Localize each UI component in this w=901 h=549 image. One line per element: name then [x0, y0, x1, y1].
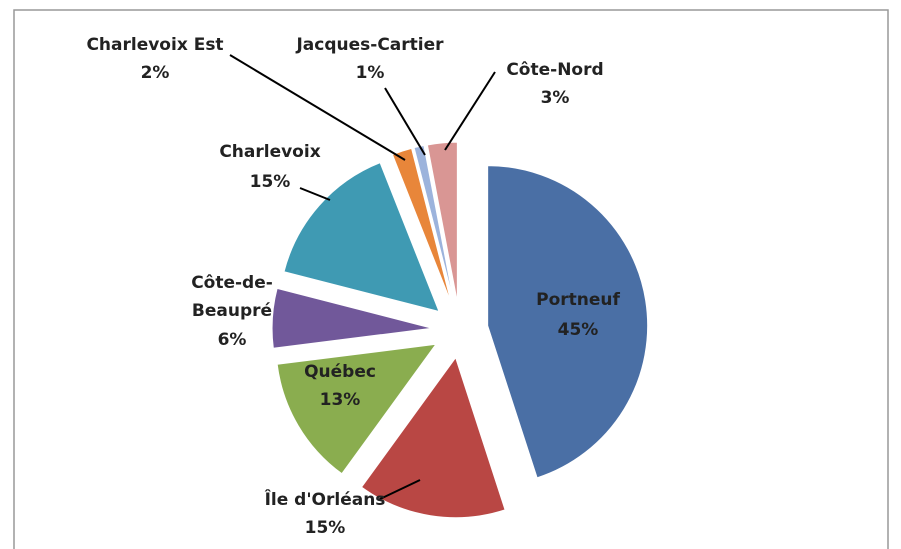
- slice-label: Côte-de-Beaupré: [191, 273, 273, 321]
- pie-slice: [391, 147, 452, 304]
- slice-value-label: 45%: [558, 320, 599, 340]
- pie-slice: [276, 343, 437, 475]
- slice-value-label: 15%: [305, 518, 346, 538]
- slice-label: Côte-Nord: [506, 60, 603, 80]
- slice-value-label: 13%: [320, 390, 361, 410]
- pie-slice: [426, 141, 458, 303]
- leader-line: [229, 54, 406, 161]
- pie-slice: [283, 162, 440, 313]
- pie-slice: [360, 356, 506, 519]
- slice-value-label: 3%: [541, 88, 570, 108]
- slice-label: Portneuf: [536, 290, 620, 310]
- pie-slice: [487, 165, 649, 479]
- slice-label: Charlevoix: [219, 142, 320, 162]
- slice-label: Île d'Orléans: [265, 488, 386, 510]
- slice-label: Québec: [304, 362, 376, 382]
- chart-frame: [13, 9, 889, 549]
- pie-slice: [271, 287, 433, 349]
- slice-value-label: 6%: [218, 330, 247, 350]
- leader-line: [444, 71, 496, 151]
- leader-line: [384, 87, 426, 156]
- leader-line: [299, 187, 331, 201]
- slice-value-label: 2%: [141, 63, 170, 83]
- slice-value-label: 1%: [356, 63, 385, 83]
- leader-line: [377, 479, 421, 501]
- slice-label: Jacques-Cartier: [295, 35, 444, 55]
- slice-label: Charlevoix Est: [86, 35, 223, 55]
- slice-value-label: 15%: [250, 172, 291, 192]
